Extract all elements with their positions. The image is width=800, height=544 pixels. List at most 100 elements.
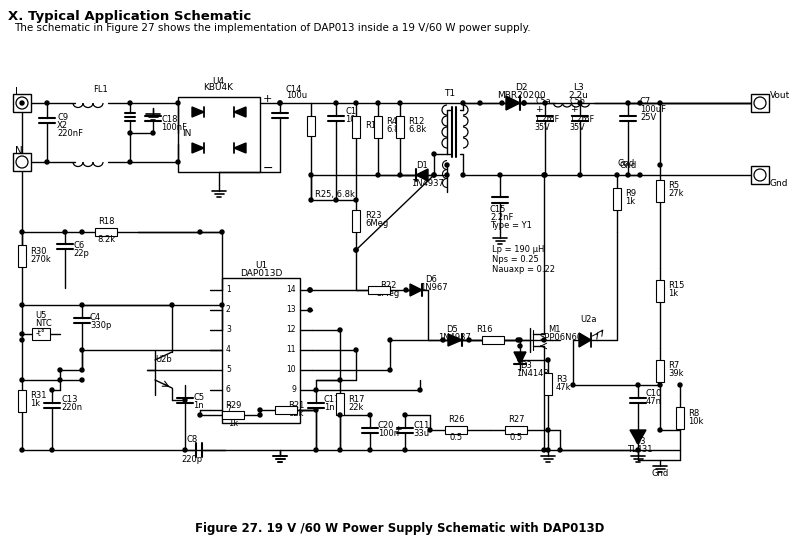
Text: 35V: 35V — [569, 122, 585, 132]
Text: 270k: 270k — [30, 255, 50, 263]
Text: Type = Y1: Type = Y1 — [490, 220, 532, 230]
Circle shape — [334, 198, 338, 202]
Text: Nauaxp = 0.22: Nauaxp = 0.22 — [492, 265, 555, 275]
Circle shape — [309, 198, 313, 202]
Polygon shape — [514, 352, 526, 364]
Bar — [482, 336, 504, 344]
Text: 1N967: 1N967 — [420, 283, 448, 293]
Circle shape — [658, 428, 662, 432]
Text: R9: R9 — [625, 189, 636, 199]
Circle shape — [308, 308, 312, 312]
Text: 47k: 47k — [556, 382, 571, 392]
Text: R26: R26 — [448, 416, 464, 424]
Text: C10: C10 — [646, 388, 662, 398]
Text: 1n: 1n — [324, 404, 334, 412]
Circle shape — [546, 428, 550, 432]
Text: R1: R1 — [365, 121, 376, 129]
Circle shape — [338, 378, 342, 382]
Text: Gnd: Gnd — [620, 160, 638, 170]
Bar — [544, 373, 552, 395]
Circle shape — [658, 383, 662, 387]
Circle shape — [338, 413, 342, 417]
Circle shape — [546, 358, 550, 362]
Circle shape — [220, 303, 224, 307]
Bar — [445, 426, 467, 434]
Text: 1k: 1k — [668, 289, 678, 299]
Text: 1N4937: 1N4937 — [438, 333, 471, 343]
Circle shape — [578, 101, 582, 105]
Text: 2.2u: 2.2u — [568, 90, 588, 100]
Text: C1: C1 — [345, 108, 356, 116]
Text: 1.2mF: 1.2mF — [569, 114, 594, 123]
Circle shape — [432, 173, 436, 177]
Polygon shape — [506, 96, 520, 110]
Circle shape — [445, 163, 449, 167]
Circle shape — [308, 288, 312, 292]
Bar — [32, 328, 50, 340]
Circle shape — [309, 173, 313, 177]
Bar — [368, 286, 390, 294]
Text: 7: 7 — [226, 405, 231, 415]
Text: Gnd: Gnd — [651, 468, 669, 478]
Circle shape — [636, 383, 640, 387]
Circle shape — [50, 448, 54, 452]
Circle shape — [314, 388, 318, 392]
Text: 4: 4 — [226, 345, 231, 355]
Text: KBU4K: KBU4K — [203, 83, 233, 92]
Text: R4: R4 — [386, 118, 397, 127]
Circle shape — [334, 101, 338, 105]
Circle shape — [638, 173, 642, 177]
Circle shape — [658, 163, 662, 167]
Circle shape — [571, 383, 575, 387]
Circle shape — [658, 101, 662, 105]
Circle shape — [636, 448, 640, 452]
Text: 10k: 10k — [688, 417, 703, 425]
Bar — [222, 278, 300, 423]
Bar — [751, 94, 769, 112]
Text: T1: T1 — [444, 89, 455, 97]
Text: L: L — [15, 87, 21, 97]
Circle shape — [20, 303, 24, 307]
Circle shape — [128, 160, 132, 164]
Text: R25, 6.8k: R25, 6.8k — [315, 190, 355, 200]
Text: R8: R8 — [688, 409, 699, 417]
Text: 8.2k: 8.2k — [97, 236, 115, 244]
Bar — [18, 390, 26, 412]
Circle shape — [558, 448, 562, 452]
Text: 100nF: 100nF — [161, 123, 187, 133]
Bar — [613, 188, 621, 210]
Circle shape — [543, 101, 547, 105]
Circle shape — [80, 348, 84, 352]
Text: 2.2nF: 2.2nF — [490, 213, 514, 221]
Bar — [656, 360, 664, 382]
Circle shape — [678, 383, 682, 387]
Circle shape — [80, 303, 84, 307]
Text: C15: C15 — [490, 205, 506, 213]
Circle shape — [546, 448, 550, 452]
Circle shape — [314, 408, 318, 412]
Text: C18: C18 — [161, 115, 178, 125]
Circle shape — [518, 344, 522, 348]
Circle shape — [368, 413, 372, 417]
Bar — [178, 97, 260, 172]
Circle shape — [638, 101, 642, 105]
Text: C9: C9 — [57, 114, 68, 122]
Text: 6Meg: 6Meg — [365, 219, 388, 227]
Circle shape — [388, 338, 392, 342]
Polygon shape — [192, 107, 204, 117]
Circle shape — [198, 413, 202, 417]
Text: Lp = 190 μH: Lp = 190 μH — [492, 245, 544, 255]
Text: X2: X2 — [57, 121, 68, 131]
Circle shape — [80, 378, 84, 382]
Circle shape — [354, 248, 358, 252]
Circle shape — [376, 173, 380, 177]
Bar — [751, 166, 769, 184]
Text: 8: 8 — [291, 405, 296, 415]
Text: Vout: Vout — [770, 91, 790, 101]
Text: R18: R18 — [98, 218, 114, 226]
Circle shape — [183, 448, 187, 452]
Text: 6: 6 — [226, 386, 231, 394]
Text: C11: C11 — [413, 422, 430, 430]
Text: R5: R5 — [668, 182, 679, 190]
Bar — [336, 393, 344, 415]
